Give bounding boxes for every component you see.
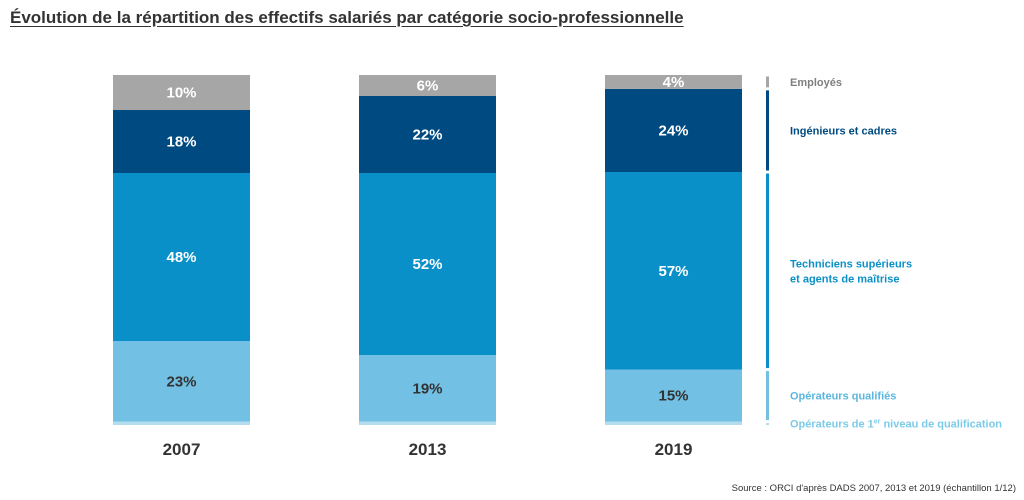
data-label-2007-4: 10% — [166, 85, 196, 102]
bar-segment-2019-0 — [605, 421, 742, 425]
data-label-2013-4: 6% — [417, 78, 439, 95]
bar-segment-2019-3 — [605, 88, 742, 173]
legend-label-3: Opérateurs qualifiés — [790, 391, 896, 403]
data-label-2013-1: 19% — [412, 380, 442, 397]
x-tick-label-2013: 2013 — [409, 440, 447, 459]
legend-marker-4 — [766, 423, 769, 426]
data-label-2019-3: 24% — [658, 122, 688, 139]
bar-segment-2019-1 — [605, 369, 742, 422]
bar-segment-2007-4 — [113, 75, 250, 110]
legend-label-4: Opérateurs de 1er niveau de qualificatio… — [790, 418, 1002, 430]
bar-segment-2007-0 — [113, 421, 250, 425]
data-label-2007-3: 18% — [166, 134, 196, 151]
x-tick-label-2007: 2007 — [163, 440, 201, 459]
bar-segment-2013-3 — [359, 96, 496, 173]
bar-segment-2013-4 — [359, 75, 496, 96]
legend-marker-2 — [766, 173, 769, 369]
data-label-2019-2: 57% — [658, 263, 688, 280]
bar-segment-2019-2 — [605, 172, 742, 370]
bar-segment-2007-1 — [113, 341, 250, 422]
legend-marker-3 — [766, 371, 769, 421]
data-label-2007-1: 23% — [166, 373, 196, 390]
bar-segment-2007-3 — [113, 110, 250, 173]
bar-segment-2013-2 — [359, 173, 496, 355]
legend-marker-0 — [766, 76, 769, 88]
bar-segment-2013-1 — [359, 355, 496, 422]
data-label-2007-2: 48% — [166, 249, 196, 266]
chart-title: Évolution de la répartition des effectif… — [10, 8, 684, 27]
data-label-2013-3: 22% — [412, 127, 442, 144]
legend-label-2: Techniciens supérieurs et agents de maîtr… — [790, 258, 912, 285]
bar-segment-2019-4 — [605, 75, 742, 89]
bar-segment-2007-2 — [113, 173, 250, 341]
legend-label-0: Employés — [790, 77, 842, 89]
legend-marker-1 — [766, 90, 769, 171]
bar-segment-2013-0 — [359, 421, 496, 425]
source-note: Source : ORCI d'après DADS 2007, 2013 et… — [731, 483, 1016, 494]
legend-label-1: Ingénieurs et cadres — [790, 125, 897, 137]
data-label-2013-2: 52% — [412, 256, 442, 273]
data-label-2019-1: 15% — [658, 388, 688, 405]
x-tick-label-2019: 2019 — [655, 440, 693, 459]
data-label-2019-4: 4% — [663, 74, 685, 91]
